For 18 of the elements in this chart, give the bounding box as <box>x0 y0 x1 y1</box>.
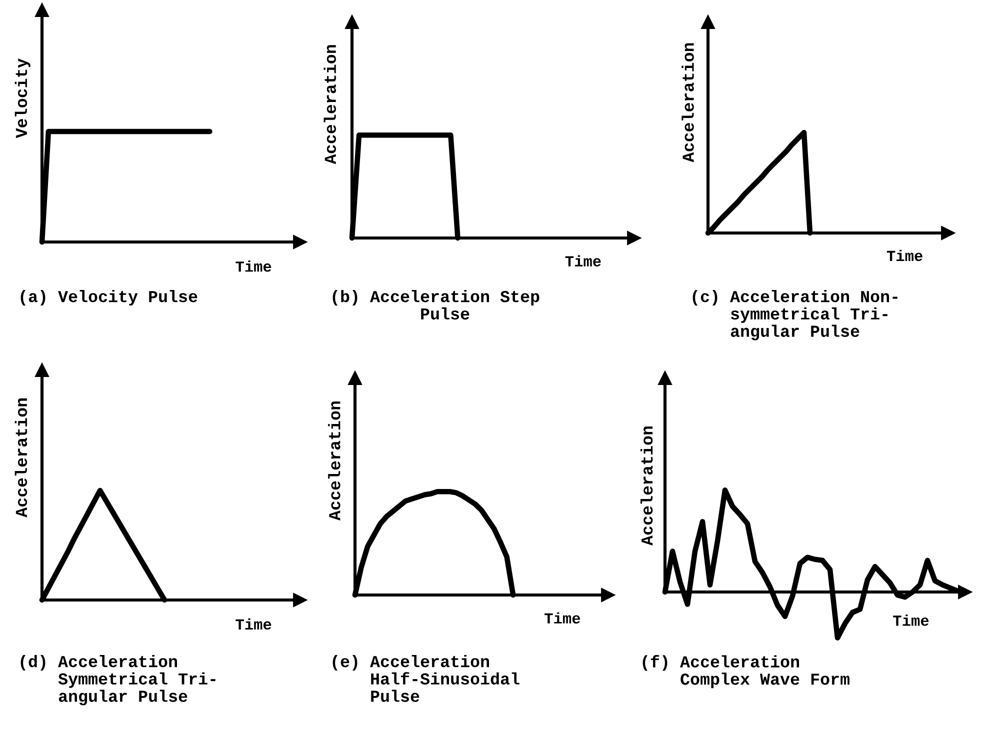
y-axis-title: Acceleration <box>640 426 653 546</box>
x-axis-title: Time <box>893 614 929 626</box>
x-axis-title: Time <box>236 618 272 630</box>
text: (a) Velocity Pulse <box>20 290 198 306</box>
x-axis-title: Time <box>565 255 601 266</box>
y-axis-title: Acceleration <box>324 45 336 164</box>
y-axis-title: Acceleration <box>682 43 694 162</box>
y-axis-title: Velocity <box>14 58 30 138</box>
text: (b) Acceleration Step Pulse <box>332 290 540 320</box>
text: (e) Acceleration Half-Sinusoidal Pulse <box>332 655 520 702</box>
text: (d) Acceleration Symmetrical Tri- angular Pulse <box>20 655 216 706</box>
text: (f) Acceleration Complex Wave Form <box>642 655 850 688</box>
text: (c) Acceleration Non- symmetrical Tri- angular Pulse <box>692 290 898 340</box>
x-axis-title: Time <box>886 250 922 262</box>
x-axis-title: Time <box>236 260 272 272</box>
x-axis-title: Time <box>544 612 580 624</box>
y-axis-title: Acceleration <box>328 401 340 520</box>
y-axis-title: Acceleration <box>14 398 28 518</box>
